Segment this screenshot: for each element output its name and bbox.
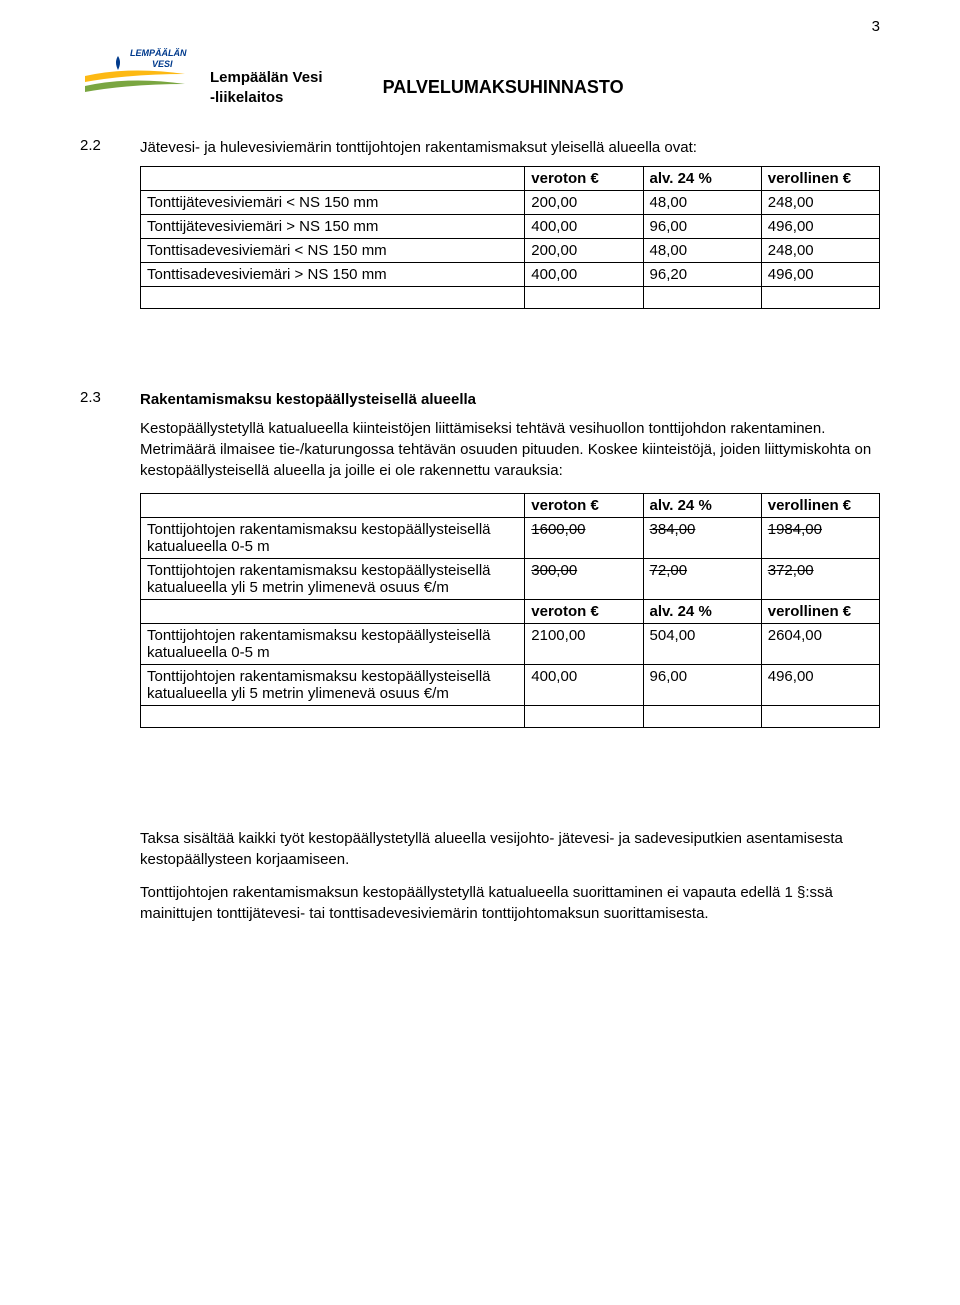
empty-cell (141, 287, 525, 309)
cell-alv: 72,00 (643, 559, 761, 600)
table-2-2: veroton € alv. 24 % verollinen € Tonttij… (140, 166, 880, 309)
table-header-row: veroton € alv. 24 % verollinen € (141, 167, 880, 191)
table-row: Tonttijätevesiviemäri > NS 150 mm 400,00… (141, 215, 880, 239)
footer-paragraph-1: Taksa sisältää kaikki työt kestopäällyst… (140, 828, 880, 870)
footer-paragraph-2: Tonttijohtojen rakentamismaksun kestopää… (140, 882, 880, 924)
swoosh-bottom-icon (85, 80, 185, 92)
cell-veroton: 400,00 (525, 665, 643, 706)
empty-cell (643, 706, 761, 728)
th-alv: alv. 24 % (643, 167, 761, 191)
th-veroton: veroton € (525, 494, 643, 518)
cell-desc: Tonttijohtojen rakentamismaksu kestopääl… (141, 624, 525, 665)
cell-alv: 48,00 (643, 239, 761, 263)
empty-cell (761, 706, 879, 728)
cell-alv: 96,00 (643, 215, 761, 239)
cell-desc: Tonttijätevesiviemäri < NS 150 mm (141, 191, 525, 215)
cell-verollinen: 496,00 (761, 215, 879, 239)
table-header-row: veroton € alv. 24 % verollinen € (141, 600, 880, 624)
cell-verollinen: 2604,00 (761, 624, 879, 665)
cell-desc: Tonttijohtojen rakentamismaksu kestopääl… (141, 559, 525, 600)
cell-desc: Tonttijätevesiviemäri > NS 150 mm (141, 215, 525, 239)
drop-icon (116, 56, 120, 70)
cell-veroton: 400,00 (525, 215, 643, 239)
th-desc (141, 600, 525, 624)
swoosh-top-icon (85, 70, 185, 82)
table-row: Tonttijätevesiviemäri < NS 150 mm 200,00… (141, 191, 880, 215)
section-heading: Rakentamismaksu kestopäällysteisellä alu… (140, 389, 880, 410)
th-desc (141, 167, 525, 191)
document-title: PALVELUMAKSUHINNASTO (383, 77, 624, 98)
table-row: Tonttisadevesiviemäri > NS 150 mm 400,00… (141, 263, 880, 287)
cell-desc: Tonttisadevesiviemäri < NS 150 mm (141, 239, 525, 263)
cell-verollinen: 248,00 (761, 191, 879, 215)
empty-cell (525, 287, 643, 309)
section-text: Jätevesi- ja hulevesiviemärin tonttijoht… (140, 137, 880, 158)
table-empty-row (141, 706, 880, 728)
table-row: Tonttijohtojen rakentamismaksu kestopääl… (141, 559, 880, 600)
section-2-3: 2.3 Rakentamismaksu kestopäällysteisellä… (80, 389, 880, 410)
section-paragraph: Kestopäällystetyllä katualueella kiintei… (140, 418, 880, 481)
empty-cell (141, 706, 525, 728)
cell-alv: 504,00 (643, 624, 761, 665)
cell-veroton: 400,00 (525, 263, 643, 287)
table-row: Tonttijohtojen rakentamismaksu kestopääl… (141, 665, 880, 706)
cell-alv: 384,00 (643, 518, 761, 559)
cell-veroton: 2100,00 (525, 624, 643, 665)
table-row: Tonttijohtojen rakentamismaksu kestopääl… (141, 624, 880, 665)
cell-verollinen: 248,00 (761, 239, 879, 263)
cell-veroton: 1600,00 (525, 518, 643, 559)
cell-desc: Tonttijohtojen rakentamismaksu kestopääl… (141, 518, 525, 559)
cell-alv: 96,20 (643, 263, 761, 287)
empty-cell (761, 287, 879, 309)
table-row: Tonttisadevesiviemäri < NS 150 mm 200,00… (141, 239, 880, 263)
document-header: LEMPÄÄLÄN VESI Lempäälän Vesi -liikelait… (80, 40, 880, 107)
section-number: 2.2 (80, 137, 140, 158)
th-verollinen: verollinen € (761, 167, 879, 191)
cell-verollinen: 496,00 (761, 263, 879, 287)
th-verollinen: verollinen € (761, 600, 879, 624)
cell-veroton: 300,00 (525, 559, 643, 600)
table-2-3: veroton € alv. 24 % verollinen € Tonttij… (140, 493, 880, 728)
section-number: 2.3 (80, 389, 140, 410)
th-veroton: veroton € (525, 600, 643, 624)
logo: LEMPÄÄLÄN VESI (80, 44, 190, 104)
th-alv: alv. 24 % (643, 494, 761, 518)
cell-desc: Tonttijohtojen rakentamismaksu kestopääl… (141, 665, 525, 706)
table-empty-row (141, 287, 880, 309)
empty-cell (525, 706, 643, 728)
section-2-2: 2.2 Jätevesi- ja hulevesiviemärin tontti… (80, 137, 880, 158)
logo-bottom-text: VESI (152, 59, 173, 69)
empty-cell (643, 287, 761, 309)
cell-alv: 48,00 (643, 191, 761, 215)
org-line1: Lempäälän Vesi (210, 68, 323, 88)
th-verollinen: verollinen € (761, 494, 879, 518)
cell-verollinen: 1984,00 (761, 518, 879, 559)
th-desc (141, 494, 525, 518)
cell-verollinen: 496,00 (761, 665, 879, 706)
th-alv: alv. 24 % (643, 600, 761, 624)
page-number: 3 (872, 18, 880, 35)
org-line2: -liikelaitos (210, 88, 323, 108)
cell-veroton: 200,00 (525, 239, 643, 263)
cell-desc: Tonttisadevesiviemäri > NS 150 mm (141, 263, 525, 287)
table-row: Tonttijohtojen rakentamismaksu kestopääl… (141, 518, 880, 559)
logo-top-text: LEMPÄÄLÄN (130, 48, 187, 58)
th-veroton: veroton € (525, 167, 643, 191)
table-header-row: veroton € alv. 24 % verollinen € (141, 494, 880, 518)
cell-verollinen: 372,00 (761, 559, 879, 600)
cell-veroton: 200,00 (525, 191, 643, 215)
organization-name: Lempäälän Vesi -liikelaitos (210, 68, 323, 107)
cell-alv: 96,00 (643, 665, 761, 706)
